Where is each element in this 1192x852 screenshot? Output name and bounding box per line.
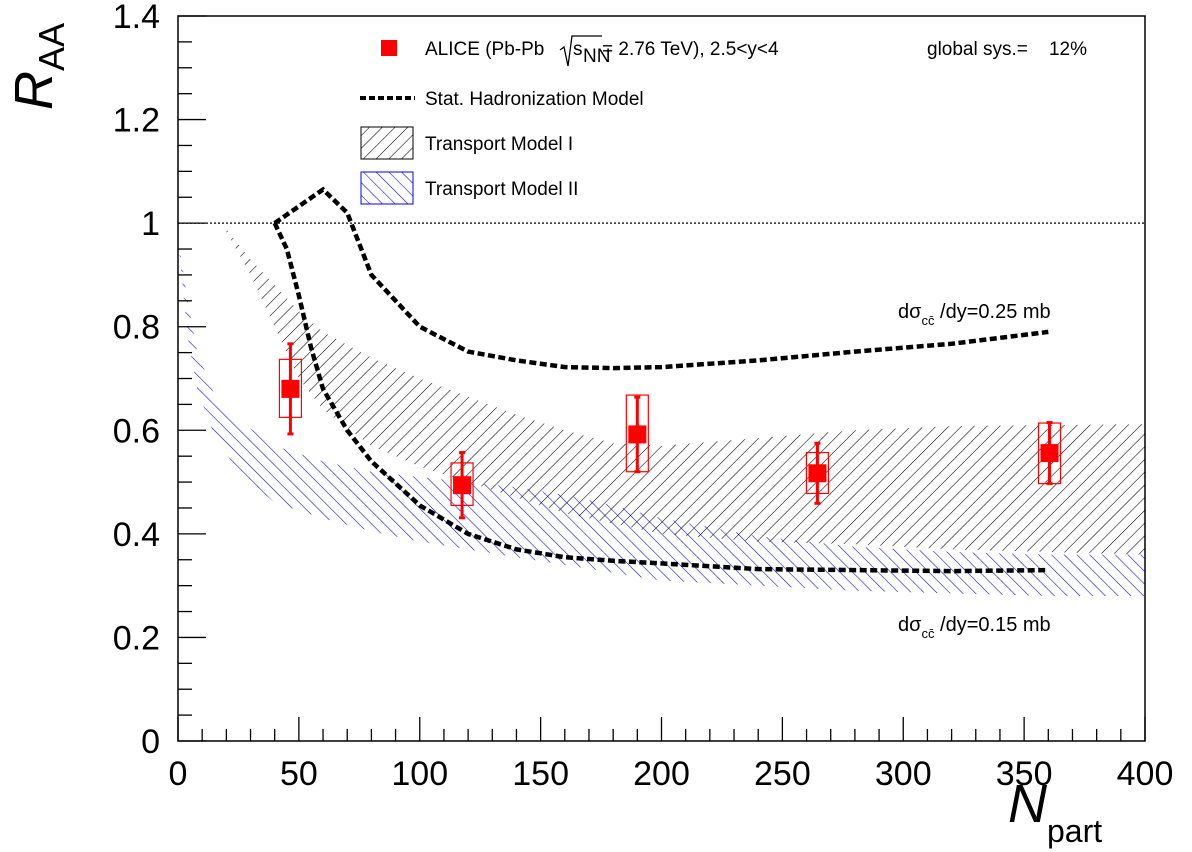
legend-marker-hatch-blue [360,171,414,205]
x-tick-label: 100 [391,755,448,793]
y-tick-label: 1.4 [113,0,160,36]
data-point-3 [625,394,649,474]
legend-marker-square [381,40,397,56]
legend-marker-hatch-black [360,126,414,160]
data-marker-square [453,476,472,495]
x-axis-title: Npart [1008,774,1102,849]
y-tick-label: 0.4 [113,516,160,554]
legend-sqrt-sub: NN [583,46,610,67]
data-point-2 [450,451,474,520]
y-tick-label: 1.2 [113,102,160,140]
y-tick-label: 0.6 [113,412,160,450]
data-point-1 [278,342,303,436]
annotation-upper: dσcc̄ /dy=0.25 mb [898,301,1051,328]
annotation-lower: dσcc̄ /dy=0.15 mb [898,614,1051,641]
shm-lower-curve [272,222,1049,574]
data-point-5 [1037,421,1062,486]
legend: ALICE (Pb-Pb s NN = 2.76 TeV), 2.5<y<4 g… [360,35,1087,205]
y-tick-label: 0 [141,723,160,761]
data-marker-square [1040,444,1059,463]
x-tick-label: 350 [996,755,1053,793]
legend-entry-shm: Stat. Hadronization Model [360,89,644,110]
legend-sqrt-sign [559,35,602,67]
y-tick-label: 0.8 [113,309,160,347]
x-tick-label: 300 [875,755,932,793]
legend-label-alice: ALICE (Pb-Pb [425,39,544,60]
x-tick-label: 50 [280,755,318,793]
legend-label-alice-energy: = 2.76 TeV), 2.5<y<4 [602,39,779,60]
x-tick-label: 250 [754,755,811,793]
y-tick-label: 0.2 [113,619,160,657]
data-marker-square [281,379,300,398]
legend-global-sys: global sys.= 12% [927,39,1087,60]
shm-upper-curve [273,186,1049,371]
transport-model-1-band [221,223,1145,555]
legend-label-transport-2: Transport Model II [425,179,578,200]
legend-entry-transport-2: Transport Model II [360,171,578,205]
y-axis-title: RAA [4,23,72,110]
x-tick-label: 200 [633,755,690,793]
data-marker-square [628,425,647,444]
y-tick-label: 1 [141,205,160,243]
legend-entry-transport-1: Transport Model I [360,126,573,160]
x-tick-label: 150 [512,755,569,793]
data-marker-square [808,464,827,483]
legend-sqrt-s: s [573,39,583,60]
legend-entry-alice: ALICE (Pb-Pb s NN = 2.76 TeV), 2.5<y<4 g… [381,35,1087,67]
data-point-4 [805,441,830,505]
legend-label-transport-1: Transport Model I [425,134,573,155]
legend-label-shm: Stat. Hadronization Model [425,89,644,110]
x-tick-label: 0 [169,755,188,793]
x-tick-label: 400 [1117,755,1174,793]
